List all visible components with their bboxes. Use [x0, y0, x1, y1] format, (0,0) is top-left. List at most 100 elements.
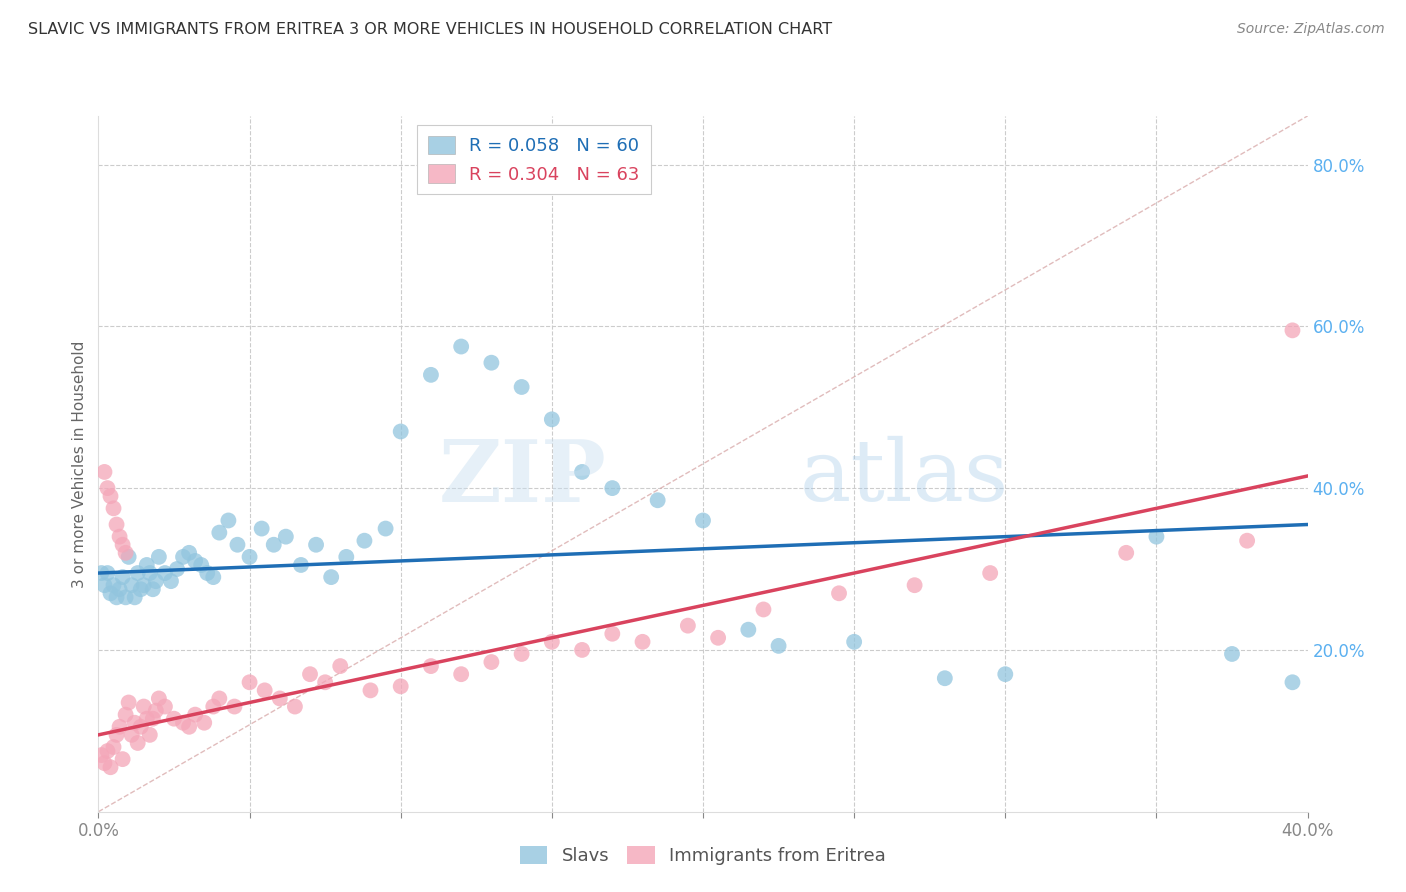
Point: [752, 602, 775, 616]
Point: [103, 739, 125, 754]
Point: [100, 586, 122, 600]
Point: [172, 549, 194, 564]
Y-axis label: 3 or more Vehicles in Household: 3 or more Vehicles in Household: [72, 340, 87, 588]
Legend: Slavs, Immigrants from Eritrea: Slavs, Immigrants from Eritrea: [513, 838, 893, 872]
Point: [737, 623, 759, 637]
Point: [139, 728, 162, 742]
Point: [166, 562, 188, 576]
Point: [420, 659, 443, 673]
Point: [172, 715, 194, 730]
Point: [121, 728, 143, 742]
Point: [114, 707, 136, 722]
Point: [389, 679, 412, 693]
Point: [571, 643, 593, 657]
Point: [127, 736, 149, 750]
Point: [195, 566, 218, 580]
Point: [1281, 323, 1303, 337]
Point: [160, 574, 183, 589]
Point: [108, 720, 131, 734]
Point: [979, 566, 1001, 580]
Point: [360, 683, 382, 698]
Point: [153, 566, 176, 580]
Point: [239, 549, 262, 564]
Point: [1281, 675, 1303, 690]
Point: [90, 566, 112, 580]
Point: [135, 712, 157, 726]
Point: [193, 715, 215, 730]
Point: [314, 675, 336, 690]
Point: [353, 533, 375, 548]
Point: [103, 578, 125, 592]
Point: [510, 647, 533, 661]
Point: [305, 538, 328, 552]
Point: [202, 699, 225, 714]
Point: [274, 530, 297, 544]
Point: [1144, 530, 1167, 544]
Point: [1220, 647, 1243, 661]
Point: [692, 513, 714, 527]
Point: [602, 481, 624, 495]
Point: [105, 591, 128, 605]
Point: [118, 549, 141, 564]
Point: [571, 465, 593, 479]
Point: [224, 699, 246, 714]
Text: SLAVIC VS IMMIGRANTS FROM ERITREA 3 OR MORE VEHICLES IN HOUSEHOLD CORRELATION CH: SLAVIC VS IMMIGRANTS FROM ERITREA 3 OR M…: [28, 22, 832, 37]
Point: [96, 481, 118, 495]
Point: [142, 582, 165, 597]
Point: [90, 748, 112, 763]
Point: [226, 538, 249, 552]
Point: [153, 699, 176, 714]
Point: [540, 412, 562, 426]
Point: [148, 549, 170, 564]
Point: [148, 691, 170, 706]
Point: [253, 683, 276, 698]
Point: [139, 566, 162, 580]
Point: [93, 756, 115, 771]
Point: [934, 671, 956, 685]
Point: [263, 538, 285, 552]
Point: [510, 380, 533, 394]
Point: [105, 517, 128, 532]
Point: [114, 591, 136, 605]
Point: [93, 465, 115, 479]
Point: [768, 639, 790, 653]
Point: [299, 667, 322, 681]
Point: [994, 667, 1017, 681]
Point: [540, 635, 562, 649]
Point: [100, 760, 122, 774]
Point: [124, 715, 146, 730]
Point: [114, 546, 136, 560]
Point: [129, 582, 152, 597]
Point: [481, 356, 503, 370]
Text: atlas: atlas: [800, 436, 1010, 519]
Point: [145, 574, 167, 589]
Point: [179, 720, 201, 734]
Point: [96, 566, 118, 580]
Point: [239, 675, 262, 690]
Point: [135, 558, 157, 572]
Point: [145, 704, 167, 718]
Point: [647, 493, 669, 508]
Point: [111, 752, 134, 766]
Point: [420, 368, 443, 382]
Point: [389, 425, 412, 439]
Point: [250, 522, 273, 536]
Point: [142, 712, 165, 726]
Point: [108, 582, 131, 597]
Point: [208, 691, 231, 706]
Point: [111, 570, 134, 584]
Point: [124, 591, 146, 605]
Point: [284, 699, 307, 714]
Point: [828, 586, 851, 600]
Point: [374, 522, 396, 536]
Point: [202, 570, 225, 584]
Point: [450, 339, 472, 353]
Point: [290, 558, 312, 572]
Point: [129, 720, 152, 734]
Point: [190, 558, 212, 572]
Point: [321, 570, 343, 584]
Point: [93, 578, 115, 592]
Point: [179, 546, 201, 560]
Point: [631, 635, 654, 649]
Point: [105, 728, 128, 742]
